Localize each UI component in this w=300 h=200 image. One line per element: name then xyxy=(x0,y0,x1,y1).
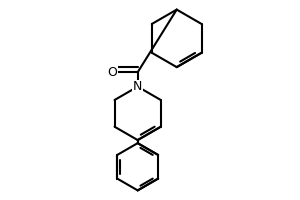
Text: O: O xyxy=(107,66,117,79)
Text: N: N xyxy=(133,80,142,93)
